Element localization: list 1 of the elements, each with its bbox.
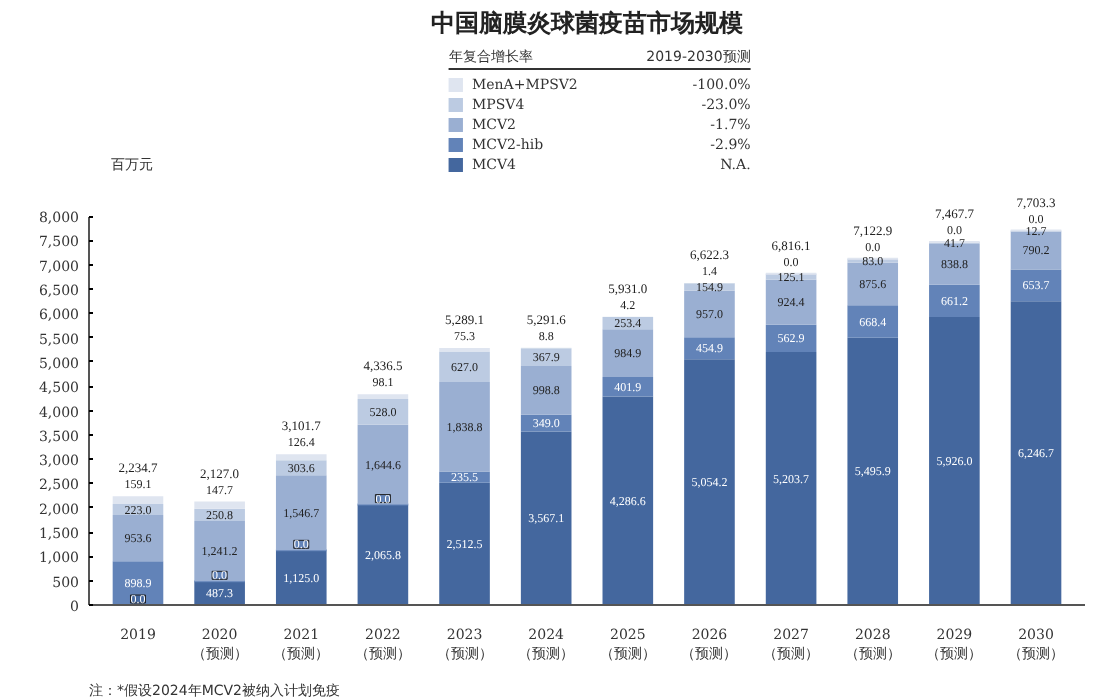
- chart-title: 中国脑膜炎球菌疫苗市场规模: [431, 9, 743, 37]
